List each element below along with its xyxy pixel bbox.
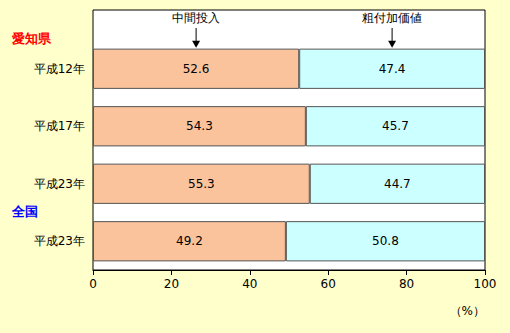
svg-text:49.2: 49.2 xyxy=(176,234,203,248)
svg-text:（%）: （%） xyxy=(450,304,485,318)
svg-text:100: 100 xyxy=(474,277,497,291)
svg-text:粗付加価値: 粗付加価値 xyxy=(362,11,422,25)
svg-text:54.3: 54.3 xyxy=(186,119,213,133)
svg-text:80: 80 xyxy=(399,277,414,291)
svg-text:44.7: 44.7 xyxy=(384,177,411,191)
svg-text:平成17年: 平成17年 xyxy=(34,119,85,133)
svg-text:45.7: 45.7 xyxy=(382,119,409,133)
svg-text:47.4: 47.4 xyxy=(379,62,406,76)
svg-text:55.3: 55.3 xyxy=(188,177,215,191)
svg-text:20: 20 xyxy=(164,277,179,291)
svg-text:愛知県: 愛知県 xyxy=(12,31,52,46)
svg-text:40: 40 xyxy=(242,277,257,291)
svg-text:中間投入: 中間投入 xyxy=(172,11,220,25)
svg-text:平成23年: 平成23年 xyxy=(34,177,85,191)
svg-text:平成12年: 平成12年 xyxy=(34,62,85,76)
svg-text:平成23年: 平成23年 xyxy=(34,234,85,248)
svg-text:60: 60 xyxy=(321,277,336,291)
svg-text:50.8: 50.8 xyxy=(372,234,399,248)
svg-text:全国: 全国 xyxy=(11,204,38,219)
svg-text:52.6: 52.6 xyxy=(183,62,210,76)
svg-text:0: 0 xyxy=(89,277,97,291)
